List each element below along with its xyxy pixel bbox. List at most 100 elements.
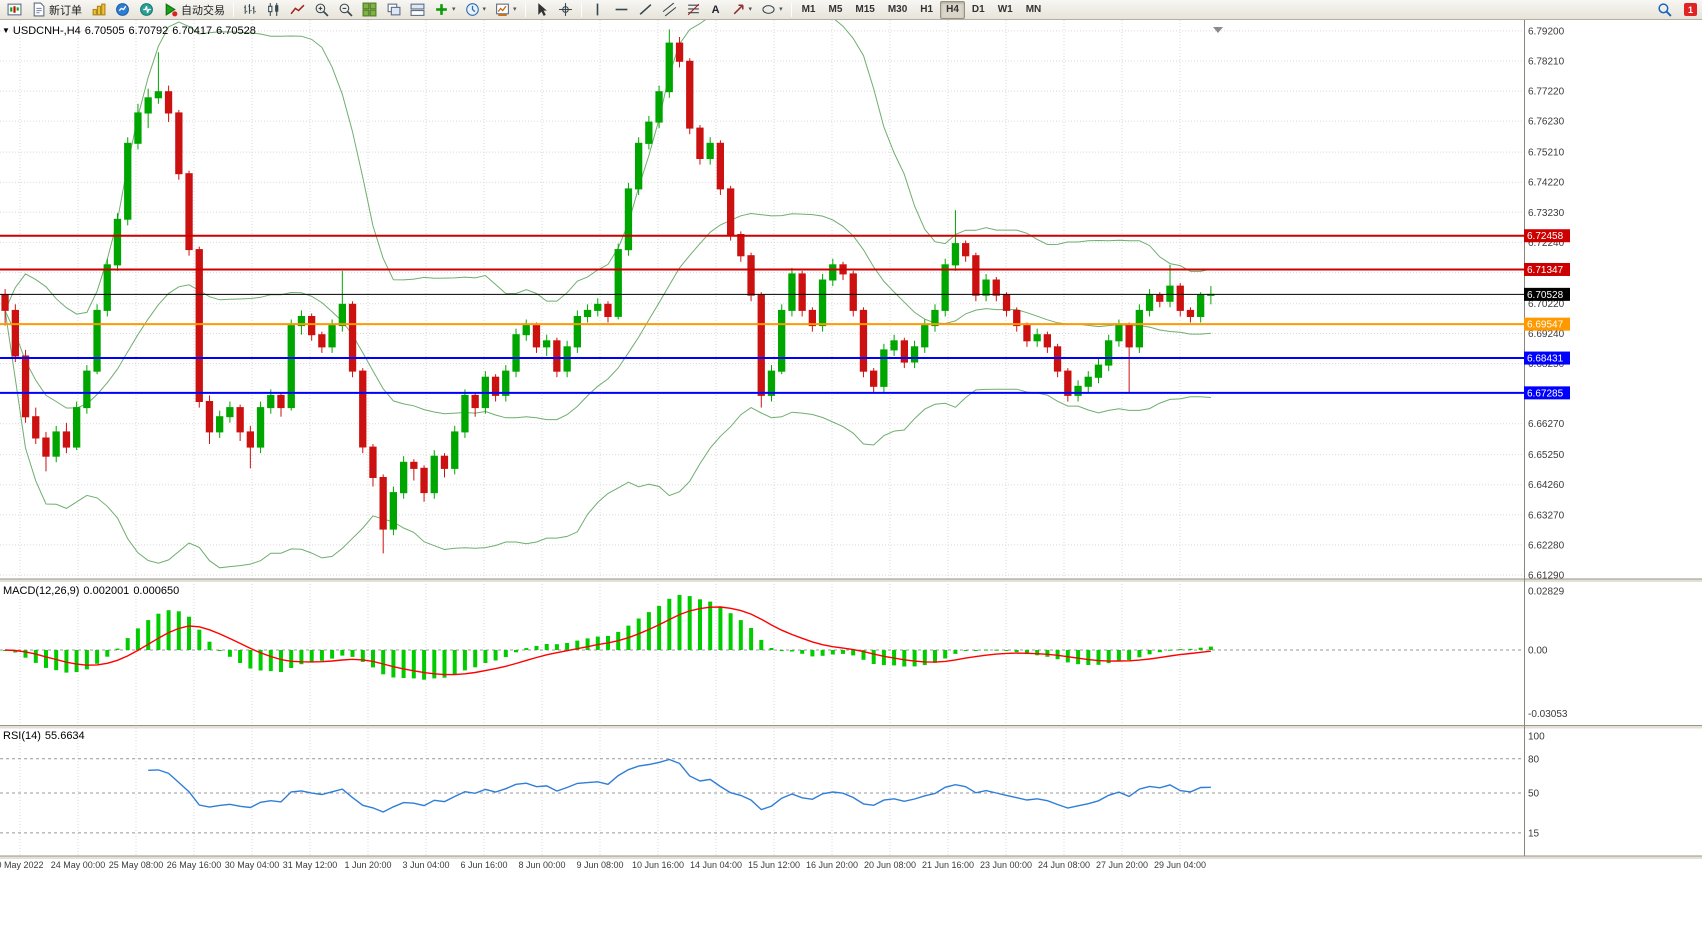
- text-tool-button[interactable]: A: [706, 1, 726, 19]
- price-axis[interactable]: [1525, 20, 1702, 856]
- macd-histogram-bar: [922, 650, 927, 665]
- chart-shift-marker-icon[interactable]: [1213, 27, 1223, 33]
- crosshair-button[interactable]: [554, 1, 577, 19]
- ohlc-expander-icon[interactable]: ▼: [2, 26, 10, 35]
- arrange-windows-button[interactable]: [406, 1, 429, 19]
- svg-text:6.66270: 6.66270: [1528, 419, 1565, 430]
- candle: [1197, 294, 1205, 318]
- candle: [573, 316, 582, 348]
- candle: [410, 461, 418, 469]
- rsi-line: [148, 758, 1211, 813]
- macd-histogram-bar: [84, 650, 89, 670]
- candle: [614, 249, 622, 317]
- panel-frames: [0, 20, 1702, 859]
- macd-histogram-bar: [667, 598, 672, 650]
- svg-text:30 May 04:00: 30 May 04:00: [225, 860, 280, 870]
- macd-histogram-bar: [534, 645, 539, 650]
- trendline-button[interactable]: [634, 1, 657, 19]
- macd-histogram-bar: [227, 650, 232, 657]
- macd-value-signal: 0.000650: [133, 585, 180, 597]
- svg-text:10 Jun 16:00: 10 Jun 16:00: [632, 860, 684, 870]
- level-lines-layer[interactable]: [0, 234, 1524, 394]
- macd-histogram-bar: [309, 650, 314, 662]
- line-chart-mode-icon: [290, 4, 305, 15]
- line-chart-mode-button[interactable]: [286, 1, 309, 19]
- candle: [1176, 285, 1184, 311]
- svg-text:31 May 12:00: 31 May 12:00: [283, 860, 338, 870]
- macd-histogram-bar: [381, 650, 386, 675]
- shapes-button[interactable]: ▾: [757, 1, 787, 19]
- candle: [982, 279, 990, 296]
- candle: [491, 376, 500, 396]
- periods-icon: [465, 3, 479, 16]
- candle: [829, 264, 837, 281]
- svg-text:24 May 00:00: 24 May 00:00: [51, 860, 106, 870]
- macd-histogram-bar: [646, 612, 651, 650]
- market-watch-button[interactable]: [111, 1, 134, 19]
- candle: [83, 370, 91, 409]
- svg-text:6.75210: 6.75210: [1528, 148, 1565, 159]
- auto-trading-button[interactable]: 自动交易: [159, 1, 229, 19]
- candle: [859, 309, 868, 372]
- candle: [430, 455, 438, 494]
- arrow-tool-button[interactable]: ▾: [727, 1, 757, 19]
- horizontal-line-button[interactable]: [610, 1, 633, 19]
- zoom-out-button[interactable]: [334, 1, 357, 19]
- periods-caret-icon: ▾: [482, 6, 487, 13]
- candles-layer: [1, 29, 1215, 554]
- timeframe-m15-button[interactable]: M15: [855, 4, 875, 15]
- signals-button[interactable]: [135, 1, 158, 19]
- search-button[interactable]: [1653, 1, 1676, 19]
- cascade-windows-icon: [387, 3, 401, 16]
- timeframe-m5-button[interactable]: M5: [828, 4, 843, 15]
- timeframe-mn-button[interactable]: MN: [1025, 4, 1042, 15]
- chart-canvas[interactable]: 0 May 2022 24 May 00:0025 May 08:0026 May…: [0, 20, 1702, 946]
- macd-histogram-bar: [708, 601, 713, 650]
- bar-chart-mode-icon: [244, 4, 256, 14]
- tile-windows-button[interactable]: [358, 1, 381, 19]
- timeframe-d1-button[interactable]: D1: [971, 4, 985, 15]
- new-chart-button[interactable]: [3, 1, 26, 19]
- crosshair-icon: [558, 3, 572, 16]
- candle: [103, 264, 111, 311]
- candle: [737, 234, 745, 257]
- macd-histogram-bar: [912, 650, 917, 667]
- macd-histogram-bar: [1208, 646, 1213, 650]
- time-axis[interactable]: [0, 859, 1702, 877]
- svg-text:0.02829: 0.02829: [1528, 587, 1565, 598]
- candlestick-mode-button[interactable]: [262, 1, 285, 19]
- candle: [900, 340, 909, 363]
- cascade-windows-button[interactable]: [382, 1, 405, 19]
- notification-badge[interactable]: 1: [1684, 3, 1697, 16]
- candle: [951, 243, 960, 266]
- macd-histogram-bar: [595, 636, 600, 650]
- timeframe-h4-button[interactable]: H4: [940, 0, 965, 19]
- vertical-line-icon: [596, 3, 598, 16]
- bar-chart-mode-button[interactable]: [238, 1, 261, 19]
- candle: [502, 370, 510, 396]
- macd-histogram-bar: [871, 650, 876, 664]
- indicators-button[interactable]: ▾: [430, 1, 460, 19]
- templates-button[interactable]: ▾: [491, 1, 521, 19]
- timeframe-h1-button[interactable]: H1: [920, 4, 934, 15]
- timeframe-m30-button[interactable]: M30: [887, 4, 908, 15]
- cursor-button[interactable]: [530, 1, 553, 19]
- vertical-line-button[interactable]: [586, 1, 609, 19]
- macd-histogram-bar: [984, 649, 989, 651]
- svg-text:6.64260: 6.64260: [1528, 480, 1565, 491]
- channel-button[interactable]: [658, 1, 681, 19]
- macd-histogram-bar: [1157, 650, 1162, 653]
- svg-text:6.68431: 6.68431: [1527, 354, 1564, 365]
- timeframe-w1-button[interactable]: W1: [997, 4, 1013, 15]
- zoom-in-button[interactable]: [310, 1, 333, 19]
- market-watch-icon: [116, 3, 129, 16]
- macd-histogram-bar: [1137, 650, 1142, 658]
- timeframe-m1-button[interactable]: M1: [801, 4, 816, 15]
- svg-text:6.72240: 6.72240: [1528, 238, 1565, 249]
- new-order-button[interactable]: 新订单: [27, 1, 86, 19]
- candle: [451, 431, 459, 469]
- svg-text:100: 100: [1528, 732, 1545, 743]
- periods-button[interactable]: ▾: [461, 1, 491, 19]
- charts-profile-button[interactable]: [87, 1, 110, 19]
- fibonacci-button[interactable]: [682, 1, 705, 19]
